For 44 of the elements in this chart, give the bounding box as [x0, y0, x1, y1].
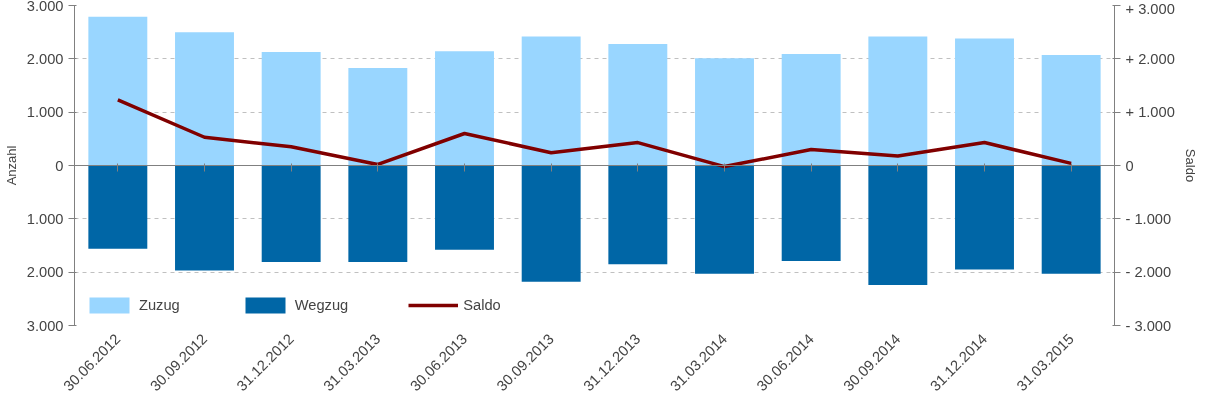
bar — [695, 58, 754, 166]
bar — [521, 165, 581, 282]
bar — [955, 38, 1014, 166]
bar — [868, 165, 928, 285]
y2-tick-label: 0 — [1125, 157, 1134, 174]
y-tick-label: 3.000 — [26, 0, 64, 14]
bar — [608, 43, 668, 166]
y2-tick-label: + 2.000 — [1125, 50, 1175, 67]
bar — [348, 165, 408, 263]
bar — [695, 165, 754, 274]
y2-tick-label: - 3.000 — [1125, 317, 1172, 334]
legend-label: Wegzug — [294, 297, 349, 313]
bar — [1041, 55, 1101, 166]
y-tick-label: 3.000 — [26, 317, 64, 334]
bar — [1041, 165, 1101, 274]
y-tick-label: 1.000 — [26, 104, 64, 121]
y-tick-label: 2.000 — [26, 264, 64, 281]
bar — [868, 36, 928, 166]
bar — [608, 165, 668, 265]
bar — [88, 165, 148, 249]
bar — [955, 165, 1014, 270]
bar — [261, 165, 321, 263]
bar — [781, 54, 841, 166]
bar — [781, 165, 841, 261]
bar — [435, 165, 494, 250]
y-tick-label: 1.000 — [26, 210, 64, 227]
y2-axis-title: Saldo — [1182, 148, 1198, 183]
y-axis-title: Anzahl — [3, 145, 19, 186]
y-tick-label: 0 — [55, 157, 64, 174]
bar — [88, 16, 148, 166]
legend-label: Saldo — [463, 297, 501, 313]
bar — [435, 51, 494, 166]
y2-tick-label: + 3.000 — [1125, 0, 1175, 17]
y2-tick-label: + 1.000 — [1125, 104, 1175, 121]
legend-label: Zuzug — [139, 297, 180, 313]
y2-tick-label: - 1.000 — [1125, 210, 1172, 227]
y-tick-label: 2.000 — [26, 50, 64, 67]
bar — [521, 36, 581, 166]
bar — [348, 67, 408, 166]
bar — [175, 165, 234, 271]
bar — [175, 32, 234, 166]
y2-tick-label: - 2.000 — [1125, 264, 1172, 281]
bar — [261, 51, 321, 166]
line-series — [116, 98, 1073, 169]
